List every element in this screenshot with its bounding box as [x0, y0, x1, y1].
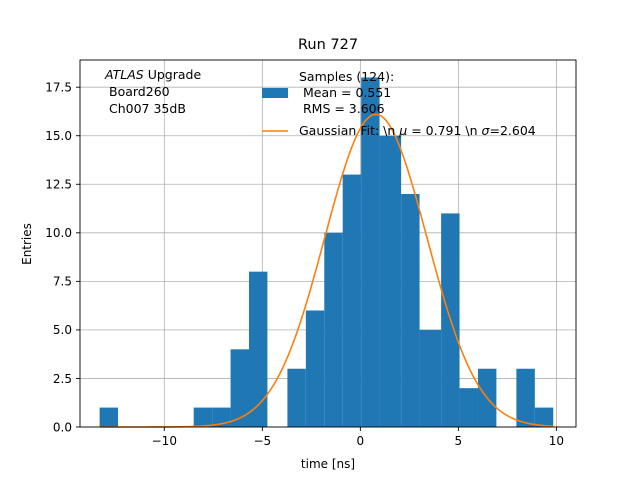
atlas-label: ATLAS: [104, 67, 144, 82]
x-tick-label-0: −10: [152, 434, 177, 448]
atlas-upgrade-label: Upgrade: [148, 67, 202, 82]
histogram-bar-3: [230, 349, 249, 427]
y-tick-label-3: 7.5: [53, 275, 72, 289]
legend-hist-line1: Samples (124):: [299, 69, 394, 84]
legend-fit-part1: Gaussian Fit: \n: [299, 123, 399, 138]
atlas-annotation-line1: ATLAS Upgrade: [104, 67, 201, 82]
x-tick-label-3: 5: [455, 434, 463, 448]
y-tick-label-2: 5.0: [53, 323, 72, 337]
y-tick-label-1: 2.5: [53, 372, 72, 386]
x-tick-label-1: −5: [253, 434, 271, 448]
histogram-bar-10: [379, 135, 402, 427]
histogram-bar-5: [287, 368, 306, 427]
legend-fit-sigma: σ: [482, 123, 491, 138]
histogram-bar-6: [305, 310, 325, 427]
y-axis-label: Entries: [20, 223, 34, 265]
x-tick-label-2: 0: [357, 434, 365, 448]
axes-frame: [79, 59, 577, 428]
atlas-annotation: ATLAS Upgrade Board260 Ch007 35dB: [104, 67, 201, 116]
y-tick-label-6: 15.0: [45, 129, 72, 143]
legend-fit-mu: μ: [398, 123, 407, 138]
y-tick-label-0: 0.0: [53, 420, 72, 434]
x-tick-label-4: 10: [549, 434, 564, 448]
histogram-bar-14: [459, 388, 478, 427]
legend-hist-swatch: [262, 88, 288, 98]
histogram-bar-16: [516, 368, 535, 427]
y-tick-label-4: 10.0: [45, 226, 72, 240]
histogram-bar-11: [401, 193, 420, 427]
legend-hist-line3: RMS = 3.606: [299, 101, 385, 116]
legend-hist-line2: Mean = 0.551: [299, 85, 391, 100]
x-axis-label: time [ns]: [301, 457, 355, 471]
legend-fit-part2: = 0.791 \n: [407, 123, 481, 138]
legend-fit-part3: =2.604: [489, 123, 535, 138]
y-tick-label-7: 17.5: [45, 80, 72, 94]
histogram-bar-7: [324, 232, 343, 427]
histogram-bar-1: [193, 407, 213, 427]
axes-border: [79, 59, 577, 428]
histogram-bar-4: [248, 271, 268, 427]
legend: Samples (124): Mean = 0.551 RMS = 3.606 …: [262, 69, 536, 138]
chart-title: Run 727: [298, 37, 358, 53]
histogram-bar-0: [99, 407, 119, 427]
histogram-bar-17: [534, 407, 554, 427]
legend-fit-label: Gaussian Fit: \n μ = 0.791 \n σ=2.604: [299, 123, 536, 138]
histogram-bar-9: [361, 77, 380, 427]
histogram-bar-12: [419, 329, 442, 427]
atlas-annotation-board: Board260: [109, 84, 170, 99]
y-tick-label-5: 12.5: [45, 178, 72, 192]
axis-ticks: −10 −5 0 5 10 0.0 2.5 5.0 7.5 10.0 12.5 15.0 17.5: [45, 80, 564, 448]
histogram-bar-8: [342, 174, 362, 427]
atlas-annotation-channel: Ch007 35dB: [109, 101, 186, 116]
